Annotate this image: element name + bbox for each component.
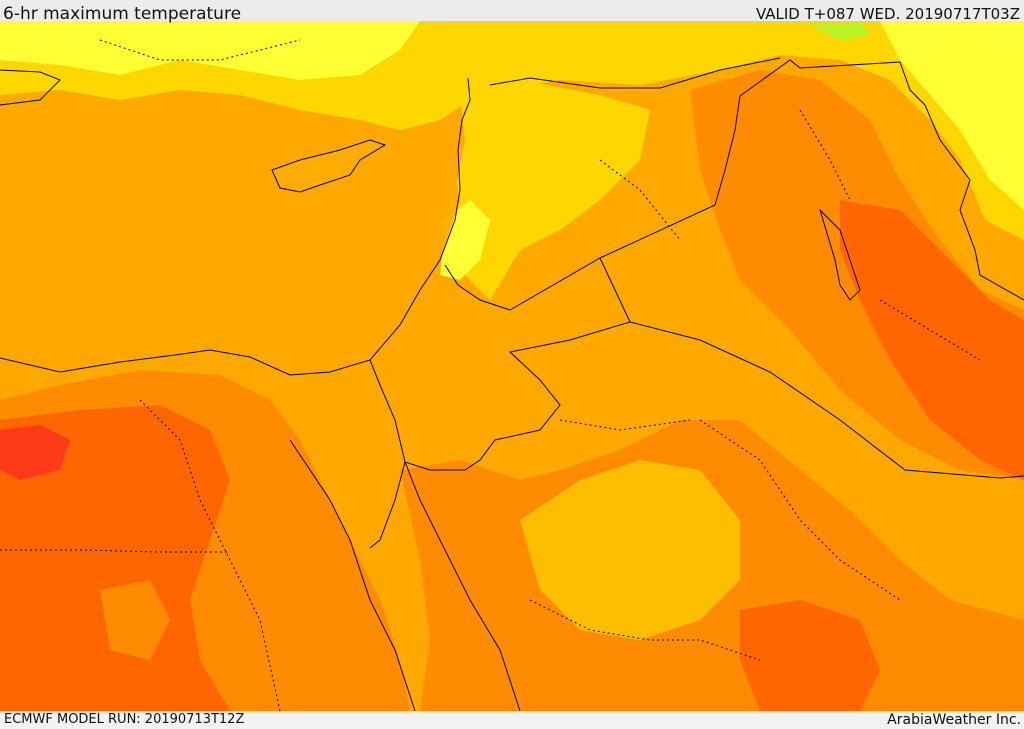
temp-layer-bright-yellow-north [0, 21, 420, 80]
temperature-map[interactable] [0, 21, 1024, 711]
credit-label: ArabiaWeather Inc. [887, 712, 1021, 728]
temp-layer-bright-yellow-northeast [880, 21, 1024, 210]
valid-time-label: VALID T+087 WED. 20190717T03Z [755, 5, 1020, 23]
temp-layer-yellow-north [0, 21, 1024, 240]
map-footer: ECMWF MODEL RUN: 20190713T12Z ArabiaWeat… [0, 711, 1024, 729]
model-run-label: ECMWF MODEL RUN: 20190713T12Z [4, 712, 245, 727]
country-borders [369, 57, 1024, 479]
temp-layer-arabia-light-orange [520, 460, 740, 640]
temp-layer-med-sea [0, 110, 460, 370]
coastlines [0, 69, 861, 711]
temp-layer-egypt-orange-blobs [100, 580, 170, 660]
temp-layer-levant-yellow [440, 80, 650, 300]
temp-layer-green-patch [810, 22, 870, 40]
temp-layer-egypt-red-orange [0, 405, 230, 711]
temp-layer-arabia-red-orange [740, 600, 880, 711]
temp-layer-iraq-red [840, 200, 1024, 480]
temp-layer-egypt-red [0, 425, 70, 480]
map-header: 6-hr maximum temperature VALID T+087 WED… [0, 0, 1024, 24]
province-boundaries [0, 39, 981, 711]
map-title: 6-hr maximum temperature [3, 4, 242, 24]
